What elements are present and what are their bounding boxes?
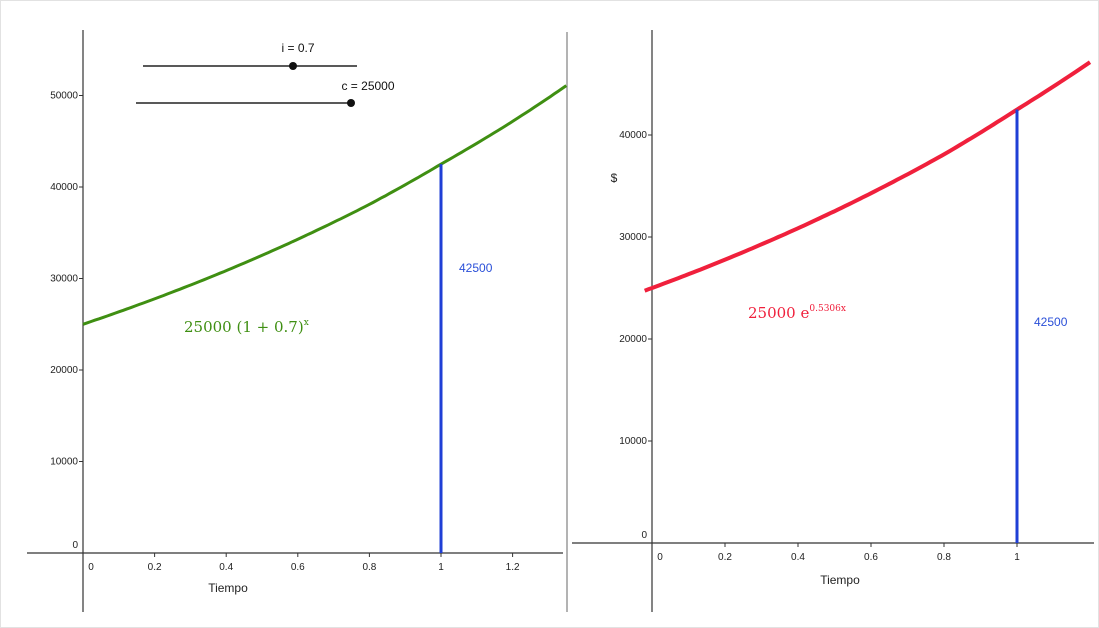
- y-tick-label: 50000: [50, 91, 78, 102]
- y-tick-label: 40000: [619, 130, 647, 141]
- right-formula-exponent: 0.5306x: [809, 304, 846, 314]
- right-x-tick-labels: 0 0.2 0.4 0.6 0.8 1: [651, 543, 1020, 563]
- x-tick-label: 0.6: [864, 552, 878, 563]
- slider-i[interactable]: i = 0.7: [143, 41, 357, 70]
- right-axes: [572, 30, 1094, 612]
- left-y-tick-labels: 0 10000 20000 30000 40000 50000: [50, 91, 83, 554]
- left-graph-view: 0 10000 20000 30000 40000 50000 0 0.2 0.4 0.6 0.8…: [27, 30, 568, 612]
- x-tick-label: 0: [657, 552, 663, 563]
- x-tick-label: 0.8: [362, 562, 376, 573]
- left-formula-base: 25000 (1 + 0.7): [184, 318, 304, 336]
- left-axes: [27, 30, 563, 612]
- x-tick-label: 1: [1014, 552, 1020, 563]
- right-y-axis-title: $: [611, 171, 618, 185]
- left-formula-exponent: x: [304, 318, 309, 328]
- left-exponential-curve[interactable]: [82, 84, 568, 326]
- left-x-tick-labels: 0 0.2 0.4 0.6 0.8 1 1.2: [82, 553, 520, 573]
- right-formula-base: 25000 e: [748, 304, 809, 322]
- left-marker-value-label: 42500: [459, 261, 493, 275]
- slider-i-handle[interactable]: [289, 62, 297, 70]
- x-tick-label: 0.8: [937, 552, 951, 563]
- y-tick-label: 30000: [50, 274, 78, 285]
- x-tick-label: 1.2: [506, 562, 520, 573]
- left-x-axis-title: Tiempo: [208, 581, 248, 595]
- y-tick-label: 20000: [50, 365, 78, 376]
- y-tick-label: 0: [72, 540, 78, 551]
- y-tick-label: 40000: [50, 182, 78, 193]
- x-tick-label: 0.2: [148, 562, 162, 573]
- y-tick-label: 10000: [50, 457, 78, 468]
- x-tick-label: 0.2: [718, 552, 732, 563]
- y-tick-label: 30000: [619, 232, 647, 243]
- x-tick-label: 0.4: [791, 552, 805, 563]
- y-tick-label: 0: [641, 530, 647, 541]
- slider-c[interactable]: c = 25000: [136, 79, 395, 107]
- x-tick-label: 0.4: [219, 562, 233, 573]
- right-x-axis-title: Tiempo: [820, 573, 860, 587]
- y-tick-label: 10000: [619, 436, 647, 447]
- right-curve-formula: 25000 e0.5306x: [748, 304, 846, 322]
- slider-i-label: i = 0.7: [281, 41, 314, 55]
- slider-c-handle[interactable]: [347, 99, 355, 107]
- x-tick-label: 0.6: [291, 562, 305, 573]
- slider-c-label: c = 25000: [341, 79, 394, 93]
- y-tick-label: 20000: [619, 334, 647, 345]
- x-tick-label: 1: [438, 562, 444, 573]
- right-y-tick-labels: 0 10000 20000 30000 40000: [619, 130, 652, 544]
- left-curve-formula: 25000 (1 + 0.7)x: [184, 318, 309, 336]
- right-marker-value-label: 42500: [1034, 315, 1068, 329]
- x-tick-label: 0: [88, 562, 94, 573]
- right-graph-view: 0 10000 20000 30000 40000 0 0.2 0.4 0.6 0.8 1 Tie…: [572, 30, 1094, 612]
